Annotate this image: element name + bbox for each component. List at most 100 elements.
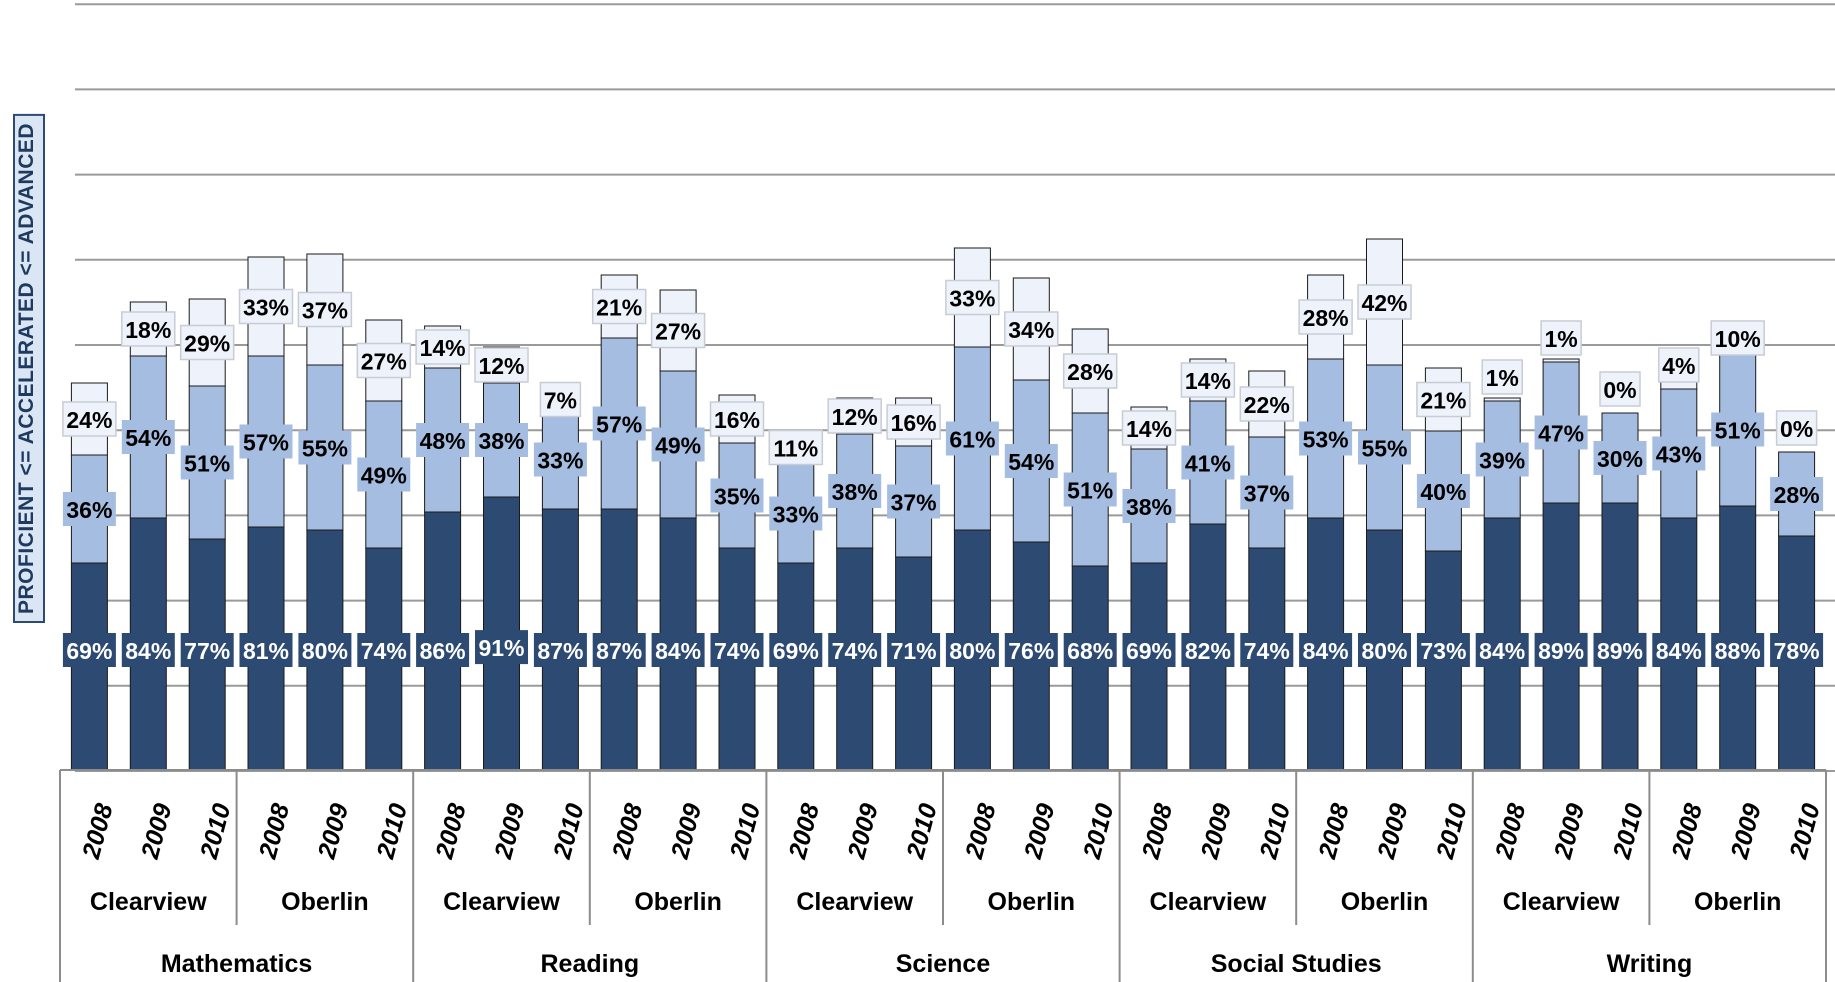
label-proficient: 78%: [1770, 633, 1824, 667]
bar-proficient: [1071, 565, 1109, 771]
tick-label-school: Clearview: [90, 888, 207, 916]
label-proficient-box: [1240, 633, 1294, 667]
label-proficient-text: 80%: [1361, 638, 1407, 664]
label-advanced-box: [121, 311, 176, 347]
label-advanced-box: [1239, 386, 1295, 422]
label-accelerated-box: [1416, 474, 1470, 508]
label-proficient-text: 71%: [891, 638, 937, 664]
label-advanced: 14%: [1121, 410, 1177, 446]
label-accelerated: 48%: [416, 423, 470, 457]
label-proficient: 89%: [1534, 632, 1588, 667]
label-advanced-text: 10%: [1715, 326, 1761, 352]
label-advanced: 34%: [1004, 311, 1059, 347]
label-advanced-box: [62, 401, 117, 437]
label-advanced: 14%: [415, 329, 470, 365]
tick-label-year: 2009: [1725, 800, 1767, 862]
label-accelerated-text: 38%: [832, 479, 878, 505]
label-advanced: 29%: [179, 324, 235, 361]
label-proficient: 80%: [1358, 633, 1411, 667]
label-accelerated-box: [1004, 444, 1058, 478]
label-advanced-text: 34%: [1008, 317, 1054, 343]
tick-label-year: 2010: [901, 800, 943, 862]
tick-label-year: 2009: [1195, 800, 1237, 862]
label-proficient-box: [298, 633, 352, 667]
tick-label-year: 2008: [77, 800, 119, 862]
label-accelerated: 54%: [121, 420, 175, 454]
label-advanced-text: 11%: [773, 436, 818, 462]
label-accelerated-box: [62, 492, 116, 526]
label-accelerated-text: 57%: [596, 412, 642, 438]
label-proficient-box: [1534, 632, 1588, 667]
label-advanced-box: [1775, 410, 1818, 446]
label-proficient-box: [887, 633, 941, 667]
label-advanced: 21%: [1416, 381, 1471, 418]
label-accelerated-box: [1122, 489, 1176, 523]
label-accelerated-text: 38%: [1126, 494, 1172, 520]
label-proficient: 84%: [121, 633, 175, 667]
label-accelerated-text: 33%: [537, 448, 583, 474]
label-advanced-text: 7%: [544, 388, 577, 414]
label-accelerated: 37%: [887, 484, 941, 519]
label-accelerated: 51%: [180, 445, 234, 480]
label-proficient: 86%: [416, 633, 470, 667]
label-accelerated: 43%: [1652, 436, 1706, 471]
label-accelerated-box: [416, 423, 470, 457]
label-proficient-text: 81%: [243, 638, 289, 664]
label-advanced-text: 4%: [1662, 353, 1695, 379]
label-accelerated-text: 41%: [1185, 451, 1231, 477]
label-proficient: 76%: [1004, 633, 1058, 667]
label-accelerated: 37%: [1240, 475, 1294, 510]
label-accelerated-text: 40%: [1420, 479, 1466, 505]
label-accelerated-text: 54%: [1008, 449, 1054, 475]
label-advanced-box: [1481, 359, 1523, 395]
y-axis-title-box: [13, 113, 45, 624]
label-advanced: 22%: [1239, 386, 1295, 422]
label-accelerated-box: [1770, 477, 1824, 511]
label-advanced-text: 14%: [420, 335, 466, 361]
label-advanced: 11%: [768, 429, 824, 466]
label-advanced-box: [650, 312, 706, 349]
label-advanced-text: 33%: [243, 295, 289, 321]
label-accelerated-box: [1299, 421, 1353, 456]
label-proficient: 74%: [828, 633, 882, 667]
label-accelerated-box: [298, 430, 352, 465]
label-proficient-text: 84%: [125, 638, 171, 664]
label-accelerated-text: 43%: [1656, 442, 1702, 468]
label-proficient: 84%: [1299, 633, 1353, 667]
label-accelerated-text: 28%: [1774, 482, 1820, 508]
label-proficient-text: 76%: [1008, 638, 1054, 664]
label-accelerated: 38%: [1122, 489, 1176, 523]
label-accelerated-box: [1240, 475, 1294, 510]
label-advanced-box: [1416, 381, 1471, 418]
label-proficient: 84%: [1652, 633, 1706, 667]
label-advanced: 10%: [1710, 320, 1765, 356]
label-proficient: 87%: [592, 633, 646, 667]
label-proficient-box: [1711, 633, 1765, 667]
label-accelerated-box: [651, 427, 705, 462]
tick-label-year: 2010: [1607, 800, 1649, 862]
data-labels: 69% 36% 24% 84% 54% 18% 77% 51% 29% 81% 57% 33% 80% 5…: [62, 279, 1824, 667]
label-accelerated-box: [1358, 430, 1411, 465]
label-proficient-box: [651, 633, 705, 667]
label-advanced-box: [1599, 371, 1641, 407]
label-proficient: 74%: [710, 633, 764, 667]
label-advanced-text: 1%: [1544, 326, 1577, 352]
label-proficient-box: [1181, 633, 1235, 667]
label-proficient-text: 78%: [1774, 638, 1820, 664]
tick-label-subject: Social Studies: [1211, 950, 1382, 978]
label-proficient-box: [180, 633, 234, 667]
tick-label-year: 2009: [842, 800, 884, 862]
label-proficient: 80%: [298, 633, 352, 667]
tick-label-year: 2010: [371, 800, 413, 862]
label-advanced-box: [297, 291, 353, 328]
label-advanced-text: 22%: [1244, 392, 1290, 418]
label-proficient: 80%: [945, 633, 999, 667]
label-accelerated: 39%: [1475, 442, 1529, 477]
label-accelerated-text: 54%: [125, 425, 171, 451]
label-proficient-box: [1652, 633, 1706, 667]
label-accelerated-box: [475, 423, 528, 457]
label-accelerated: 38%: [828, 474, 882, 508]
label-accelerated-box: [1063, 472, 1117, 507]
y-axis-title-text: PROFICIENT <= ACCELERATED <= ADVANCED: [15, 123, 38, 614]
label-advanced-text: 28%: [1303, 305, 1349, 331]
